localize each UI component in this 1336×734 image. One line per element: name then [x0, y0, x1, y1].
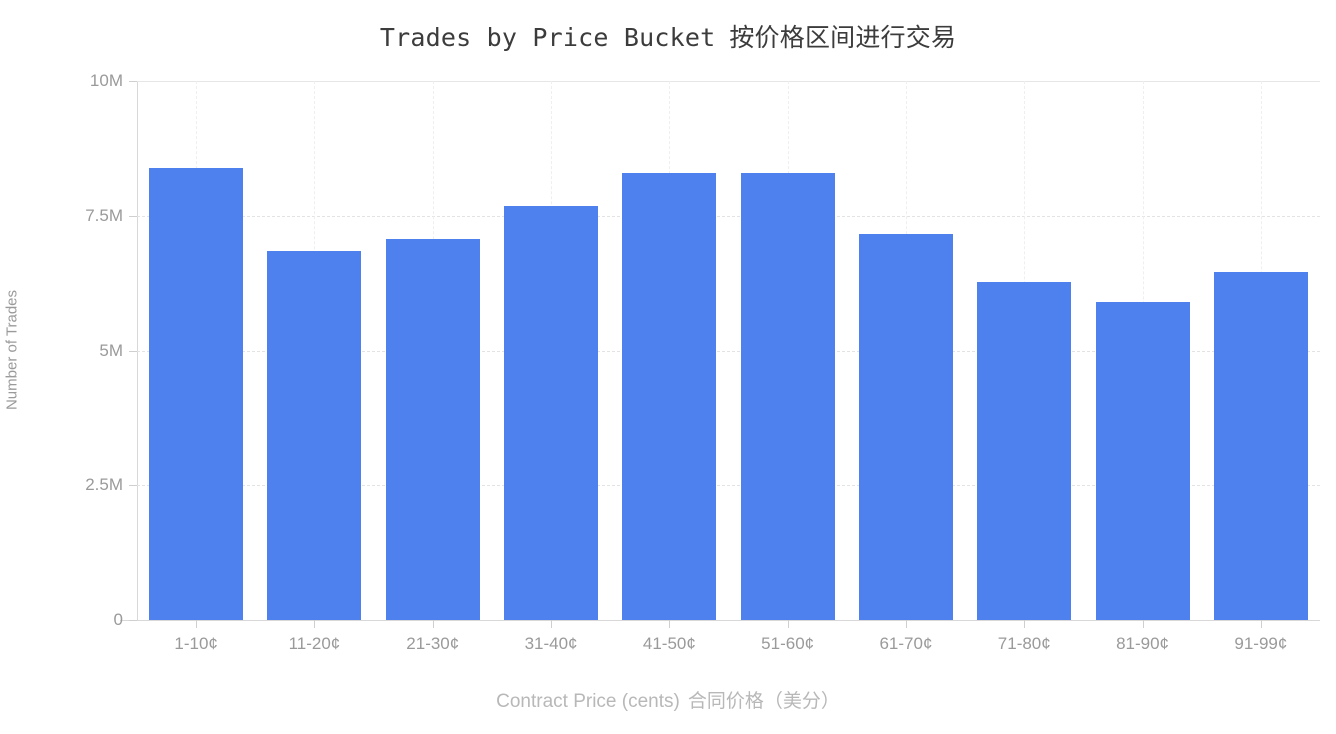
x-axis-tick — [551, 620, 553, 628]
x-axis-tick-label: 81-90¢ — [1116, 634, 1170, 653]
y-axis-tick — [129, 81, 137, 82]
gridline-horizontal — [137, 485, 1320, 487]
x-axis-tick-label: 21-30¢ — [406, 634, 460, 653]
x-axis-tick — [1260, 620, 1262, 628]
y-axis-tick — [129, 485, 137, 487]
x-axis-tick-label: 11-20¢ — [288, 634, 341, 653]
x-axis-tick-label: 91-99¢ — [1234, 634, 1288, 653]
gridline-horizontal — [137, 350, 1320, 352]
bar[interactable] — [267, 250, 362, 620]
x-axis-tick-label: 71-80¢ — [997, 634, 1051, 653]
y-axis-tick — [129, 350, 137, 352]
bar[interactable] — [740, 173, 835, 620]
bar[interactable] — [504, 206, 599, 620]
bar[interactable] — [149, 167, 244, 620]
chart-title-chinese: 按价格区间进行交易 — [729, 23, 957, 52]
y-axis-tick-label: 10M — [89, 71, 123, 90]
bar[interactable] — [1095, 302, 1190, 620]
x-axis-tick-label: 31-40¢ — [524, 634, 578, 653]
x-axis-tick — [314, 620, 316, 628]
x-axis-tick — [905, 620, 907, 628]
y-axis-tick — [129, 215, 137, 217]
y-axis-tick — [129, 620, 137, 621]
bar[interactable] — [858, 234, 953, 620]
x-axis-title-chinese: 合同价格（美分） — [687, 690, 840, 712]
y-axis-tick-label: 0 — [113, 610, 123, 629]
x-axis-tick-label: 41-50¢ — [642, 634, 696, 653]
x-axis-line — [120, 620, 1320, 621]
x-axis-tick-label: 51-60¢ — [761, 634, 815, 653]
x-axis-tick — [432, 620, 434, 628]
gridline-horizontal — [137, 215, 1320, 217]
x-axis-tick-label: 61-70¢ — [879, 634, 933, 653]
x-axis-title-english: Contract Price (cents) — [496, 691, 680, 712]
x-axis-tick-label: 1-10¢ — [174, 634, 218, 653]
x-axis-tick — [787, 620, 789, 628]
y-axis-tick-label: 5M — [99, 340, 123, 360]
bar[interactable] — [1213, 271, 1308, 620]
y-axis-tick-label: 7.5M — [85, 205, 123, 225]
bar[interactable] — [977, 282, 1072, 620]
y-axis-title: Number of Trades — [3, 289, 21, 411]
x-axis-tick — [1024, 620, 1026, 628]
bar[interactable] — [622, 173, 717, 620]
y-axis-tick-label: 2.5M — [85, 475, 123, 495]
x-axis-tick — [196, 620, 198, 628]
x-axis-tick — [1142, 620, 1144, 628]
x-axis-tick — [669, 620, 671, 628]
chart-title: Trades by Price Bucket 按价格区间进行交易 — [0, 18, 1336, 54]
bar[interactable] — [385, 238, 480, 620]
chart-title-english: Trades by Price Bucket — [379, 23, 716, 52]
plot-area — [137, 81, 1320, 620]
gridline-horizontal — [137, 81, 1320, 82]
x-axis-title: Contract Price (cents) 合同价格（美分） — [0, 686, 1336, 713]
